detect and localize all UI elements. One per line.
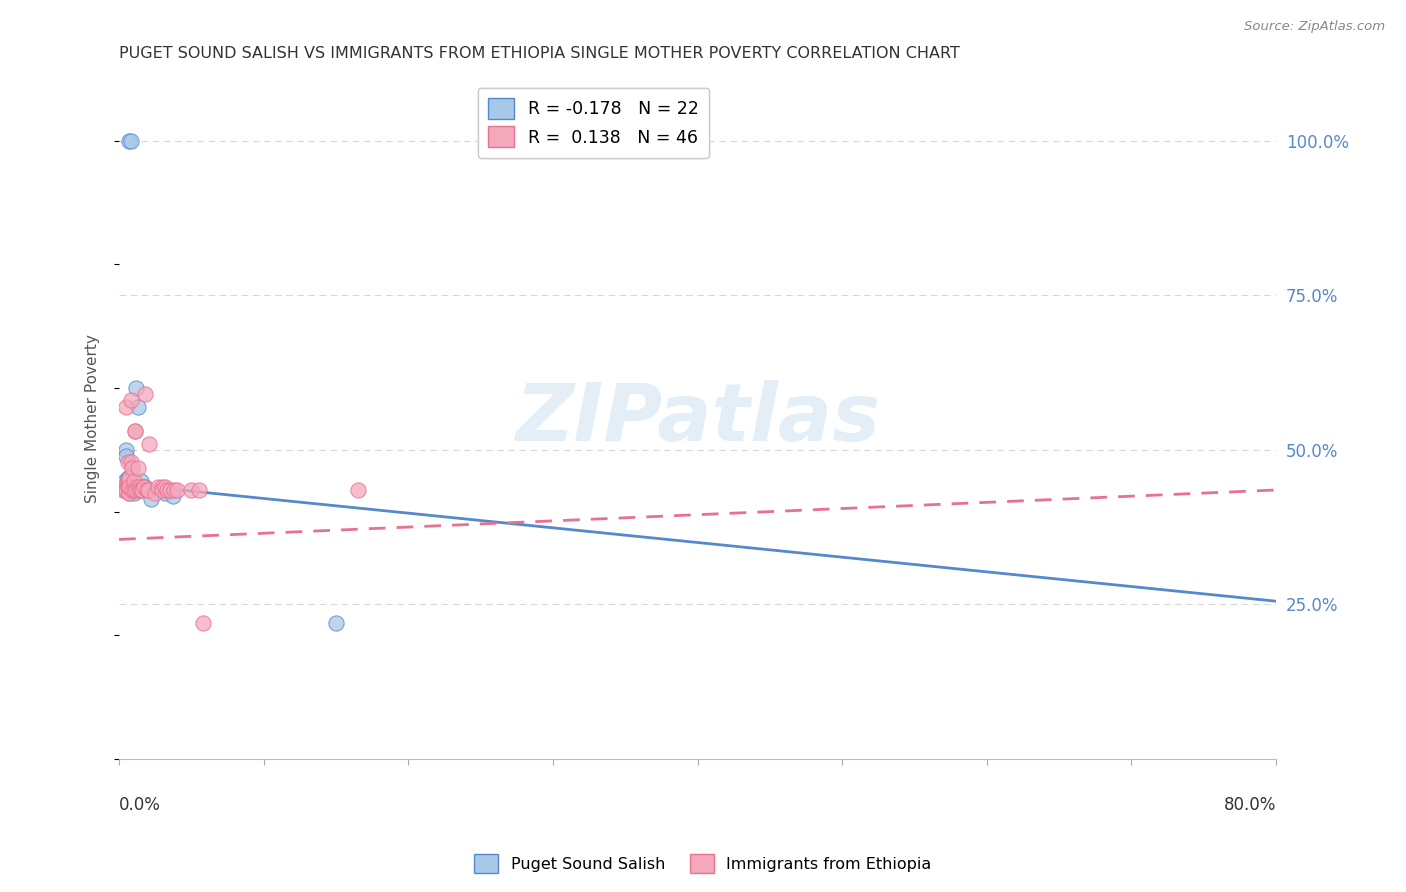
Point [122,474,145,488]
Point [121,483,143,497]
Point [117,474,139,488]
Point [118,486,141,500]
Point [129,483,152,497]
Point [346,483,368,497]
Point [120,480,142,494]
Point [122,486,145,500]
Point [115,442,138,457]
Point [138,436,160,450]
Point [325,615,347,630]
Point [155,486,177,500]
Point [120,134,142,148]
Point [114,474,136,488]
Point [132,480,155,494]
Point [127,461,149,475]
Point [125,381,148,395]
Point [134,480,156,494]
Point [180,483,202,497]
Point [125,483,148,497]
Point [131,480,153,494]
Point [112,480,135,494]
Point [124,424,146,438]
Point [118,486,141,500]
Point [117,474,139,488]
Point [156,483,179,497]
Legend: R = -0.178   N = 22, R =  0.138   N = 46: R = -0.178 N = 22, R = 0.138 N = 46 [478,87,709,158]
Point [162,489,184,503]
Text: 0.0%: 0.0% [120,797,160,814]
Point [118,480,141,494]
Point [134,387,156,401]
Point [114,483,136,497]
Point [118,480,141,494]
Legend: Puget Sound Salish, Immigrants from Ethiopia: Puget Sound Salish, Immigrants from Ethi… [468,847,938,880]
Point [118,470,141,484]
Point [128,480,150,494]
Text: 80.0%: 80.0% [1223,797,1277,814]
Point [117,470,139,484]
Point [115,449,138,463]
Point [124,424,146,438]
Point [163,483,186,497]
Point [115,400,138,414]
Point [166,483,188,497]
Point [112,480,135,494]
Point [125,480,148,494]
Point [115,480,138,494]
Point [117,470,139,484]
Point [122,483,145,497]
Text: ZIPatlas: ZIPatlas [515,380,880,458]
Point [118,134,141,148]
Point [120,455,142,469]
Point [120,393,142,408]
Point [129,474,152,488]
Point [135,483,157,497]
Point [118,480,141,494]
Point [112,483,135,497]
Point [155,480,177,494]
Text: Source: ZipAtlas.com: Source: ZipAtlas.com [1244,20,1385,33]
Point [191,615,214,630]
Point [139,492,162,507]
Text: PUGET SOUND SALISH VS IMMIGRANTS FROM ETHIOPIA SINGLE MOTHER POVERTY CORRELATION: PUGET SOUND SALISH VS IMMIGRANTS FROM ET… [120,46,960,62]
Point [117,480,139,494]
Point [146,480,169,494]
Point [121,461,143,475]
Y-axis label: Single Mother Poverty: Single Mother Poverty [86,334,100,503]
Point [159,483,181,497]
Point [136,483,159,497]
Point [127,400,149,414]
Point [115,483,138,497]
Point [143,486,166,500]
Point [128,483,150,497]
Point [187,483,209,497]
Point [152,483,174,497]
Point [131,483,153,497]
Point [152,480,174,494]
Point [117,455,139,469]
